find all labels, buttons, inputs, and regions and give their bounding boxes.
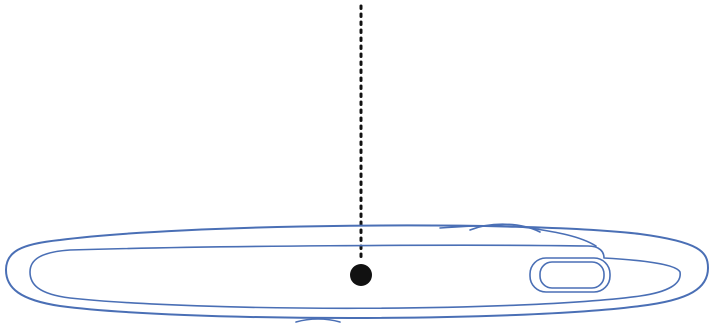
button-recess-inner bbox=[539, 261, 605, 289]
inner-edge-outline bbox=[29, 244, 681, 310]
sensor-bump bbox=[469, 223, 541, 233]
button-recess-outer bbox=[529, 257, 611, 293]
callout-marker-dot bbox=[350, 264, 372, 286]
outer-body-outline bbox=[5, 224, 709, 319]
bottom-port bbox=[295, 318, 341, 323]
